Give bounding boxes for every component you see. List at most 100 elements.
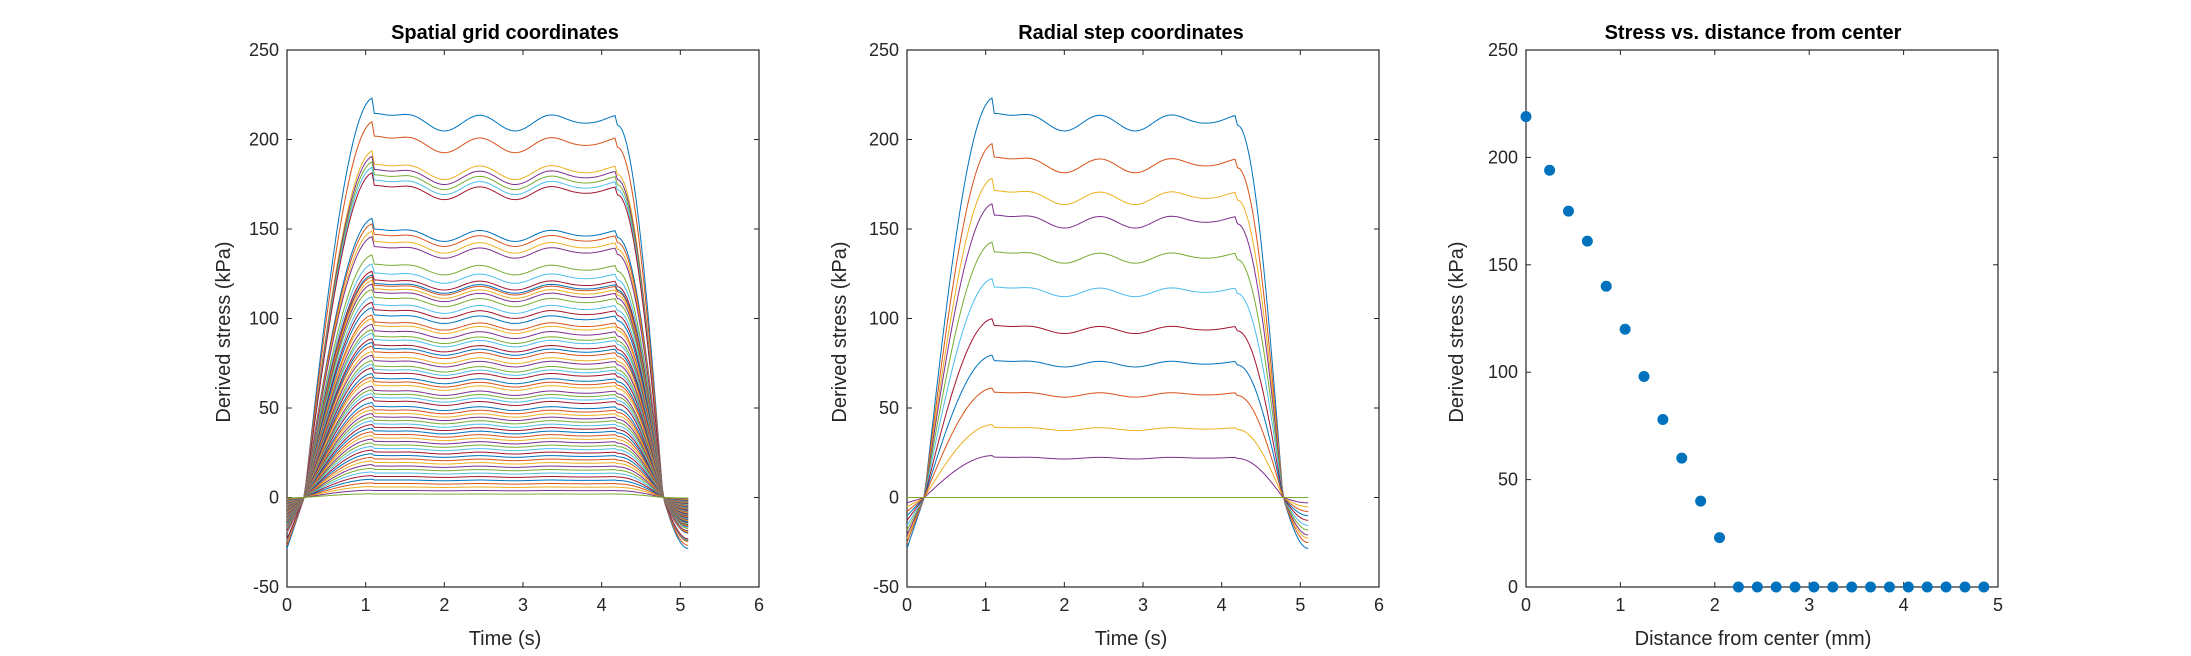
data-point bbox=[1714, 532, 1726, 544]
series-line bbox=[286, 296, 689, 524]
y-tick-label: 250 bbox=[869, 40, 899, 60]
series-line bbox=[286, 150, 689, 543]
series-line bbox=[906, 424, 1309, 508]
series-line bbox=[286, 449, 689, 505]
series-line bbox=[286, 263, 689, 528]
series-line bbox=[286, 120, 689, 546]
y-tick-label: 50 bbox=[259, 398, 279, 418]
data-point bbox=[1865, 581, 1877, 593]
chart-title: Spatial grid coordinates bbox=[391, 22, 619, 44]
x-tick-label: 6 bbox=[754, 595, 764, 615]
series-line bbox=[906, 97, 1309, 549]
panel-radial-step: Radial step coordinates 0 1 2 3 4 5 6-50050100… bbox=[829, 22, 1384, 650]
series-line bbox=[286, 363, 689, 515]
y-tick-label: 100 bbox=[1488, 362, 1518, 382]
y-tick-label: 250 bbox=[1488, 40, 1518, 60]
y-tick-label: 200 bbox=[249, 130, 279, 150]
series-line bbox=[286, 270, 689, 527]
y-tick-label: -50 bbox=[873, 577, 899, 597]
series-line bbox=[286, 413, 689, 509]
data-point bbox=[1940, 581, 1952, 593]
data-point bbox=[1827, 581, 1839, 593]
y-axis-label: Derived stress (kPa) bbox=[213, 241, 235, 422]
series-line bbox=[286, 376, 689, 514]
series-line bbox=[286, 475, 689, 501]
series-line bbox=[906, 387, 1309, 512]
series-line bbox=[286, 416, 689, 509]
data-point bbox=[1770, 581, 1782, 593]
x-tick-label: 5 bbox=[1993, 595, 2003, 615]
series-line bbox=[286, 307, 689, 523]
chart-title: Radial step coordinates bbox=[1018, 22, 1244, 44]
y-tick-label: 250 bbox=[249, 40, 279, 60]
series-line bbox=[286, 230, 689, 532]
data-point bbox=[1732, 581, 1744, 593]
series-line bbox=[286, 372, 689, 514]
x-tick-label: 3 bbox=[1804, 595, 1814, 615]
series-line bbox=[286, 314, 689, 522]
x-axis-label: Time (s) bbox=[469, 628, 542, 650]
series-line bbox=[286, 341, 689, 518]
series-line bbox=[286, 427, 689, 507]
x-tick-label: 5 bbox=[675, 595, 685, 615]
series-line bbox=[286, 471, 689, 502]
series-line bbox=[286, 460, 689, 503]
series-line bbox=[286, 489, 689, 499]
x-axis-label: Distance from center (mm) bbox=[1635, 628, 1872, 650]
data-point bbox=[1600, 280, 1612, 292]
series-line bbox=[286, 276, 689, 527]
y-tick-label: 50 bbox=[1498, 470, 1518, 490]
y-tick-label: 50 bbox=[879, 398, 899, 418]
series-line bbox=[906, 177, 1309, 539]
series-line bbox=[286, 420, 689, 508]
data-point bbox=[1562, 205, 1574, 217]
series-line bbox=[286, 367, 689, 515]
panel-spatial-grid: Spatial grid coordinates 0 1 2 3 4 5 6-5005010… bbox=[213, 22, 764, 650]
series-line bbox=[286, 392, 689, 512]
series-line bbox=[286, 172, 689, 540]
series-line bbox=[286, 453, 689, 504]
series-line bbox=[286, 493, 689, 499]
series-line bbox=[286, 431, 689, 507]
data-point bbox=[1808, 581, 1820, 593]
data-point bbox=[1883, 581, 1895, 593]
series-line bbox=[286, 235, 689, 532]
series-line bbox=[286, 217, 689, 534]
series-line bbox=[286, 482, 689, 500]
series-line bbox=[286, 155, 689, 542]
series-line bbox=[286, 442, 689, 505]
series-line bbox=[286, 283, 689, 526]
y-tick-label: 0 bbox=[269, 488, 279, 508]
data-point bbox=[1544, 164, 1556, 176]
series-line bbox=[286, 385, 689, 513]
series-line bbox=[286, 486, 689, 500]
series-line bbox=[286, 351, 689, 517]
data-point bbox=[1751, 581, 1763, 593]
series-line bbox=[286, 389, 689, 512]
series-line bbox=[906, 455, 1309, 504]
series-line bbox=[906, 318, 1309, 521]
series-line bbox=[286, 329, 689, 520]
data-point bbox=[1978, 581, 1990, 593]
x-tick-label: 2 bbox=[439, 595, 449, 615]
series-line bbox=[286, 288, 689, 525]
y-tick-label: 150 bbox=[869, 219, 899, 239]
x-tick-label: 1 bbox=[981, 595, 991, 615]
series-line bbox=[286, 360, 689, 516]
data-point bbox=[1846, 581, 1858, 593]
series-line bbox=[286, 279, 689, 526]
data-point bbox=[1695, 495, 1707, 507]
series-line bbox=[286, 354, 689, 517]
series-line bbox=[286, 445, 689, 505]
x-tick-label: 0 bbox=[1521, 595, 1531, 615]
data-point bbox=[1902, 581, 1914, 593]
y-tick-label: 150 bbox=[249, 219, 279, 239]
y-tick-label: 0 bbox=[1508, 577, 1518, 597]
y-tick-label: 100 bbox=[249, 309, 279, 329]
series-line bbox=[286, 97, 689, 549]
data-point bbox=[1520, 111, 1532, 123]
series-line bbox=[286, 467, 689, 502]
